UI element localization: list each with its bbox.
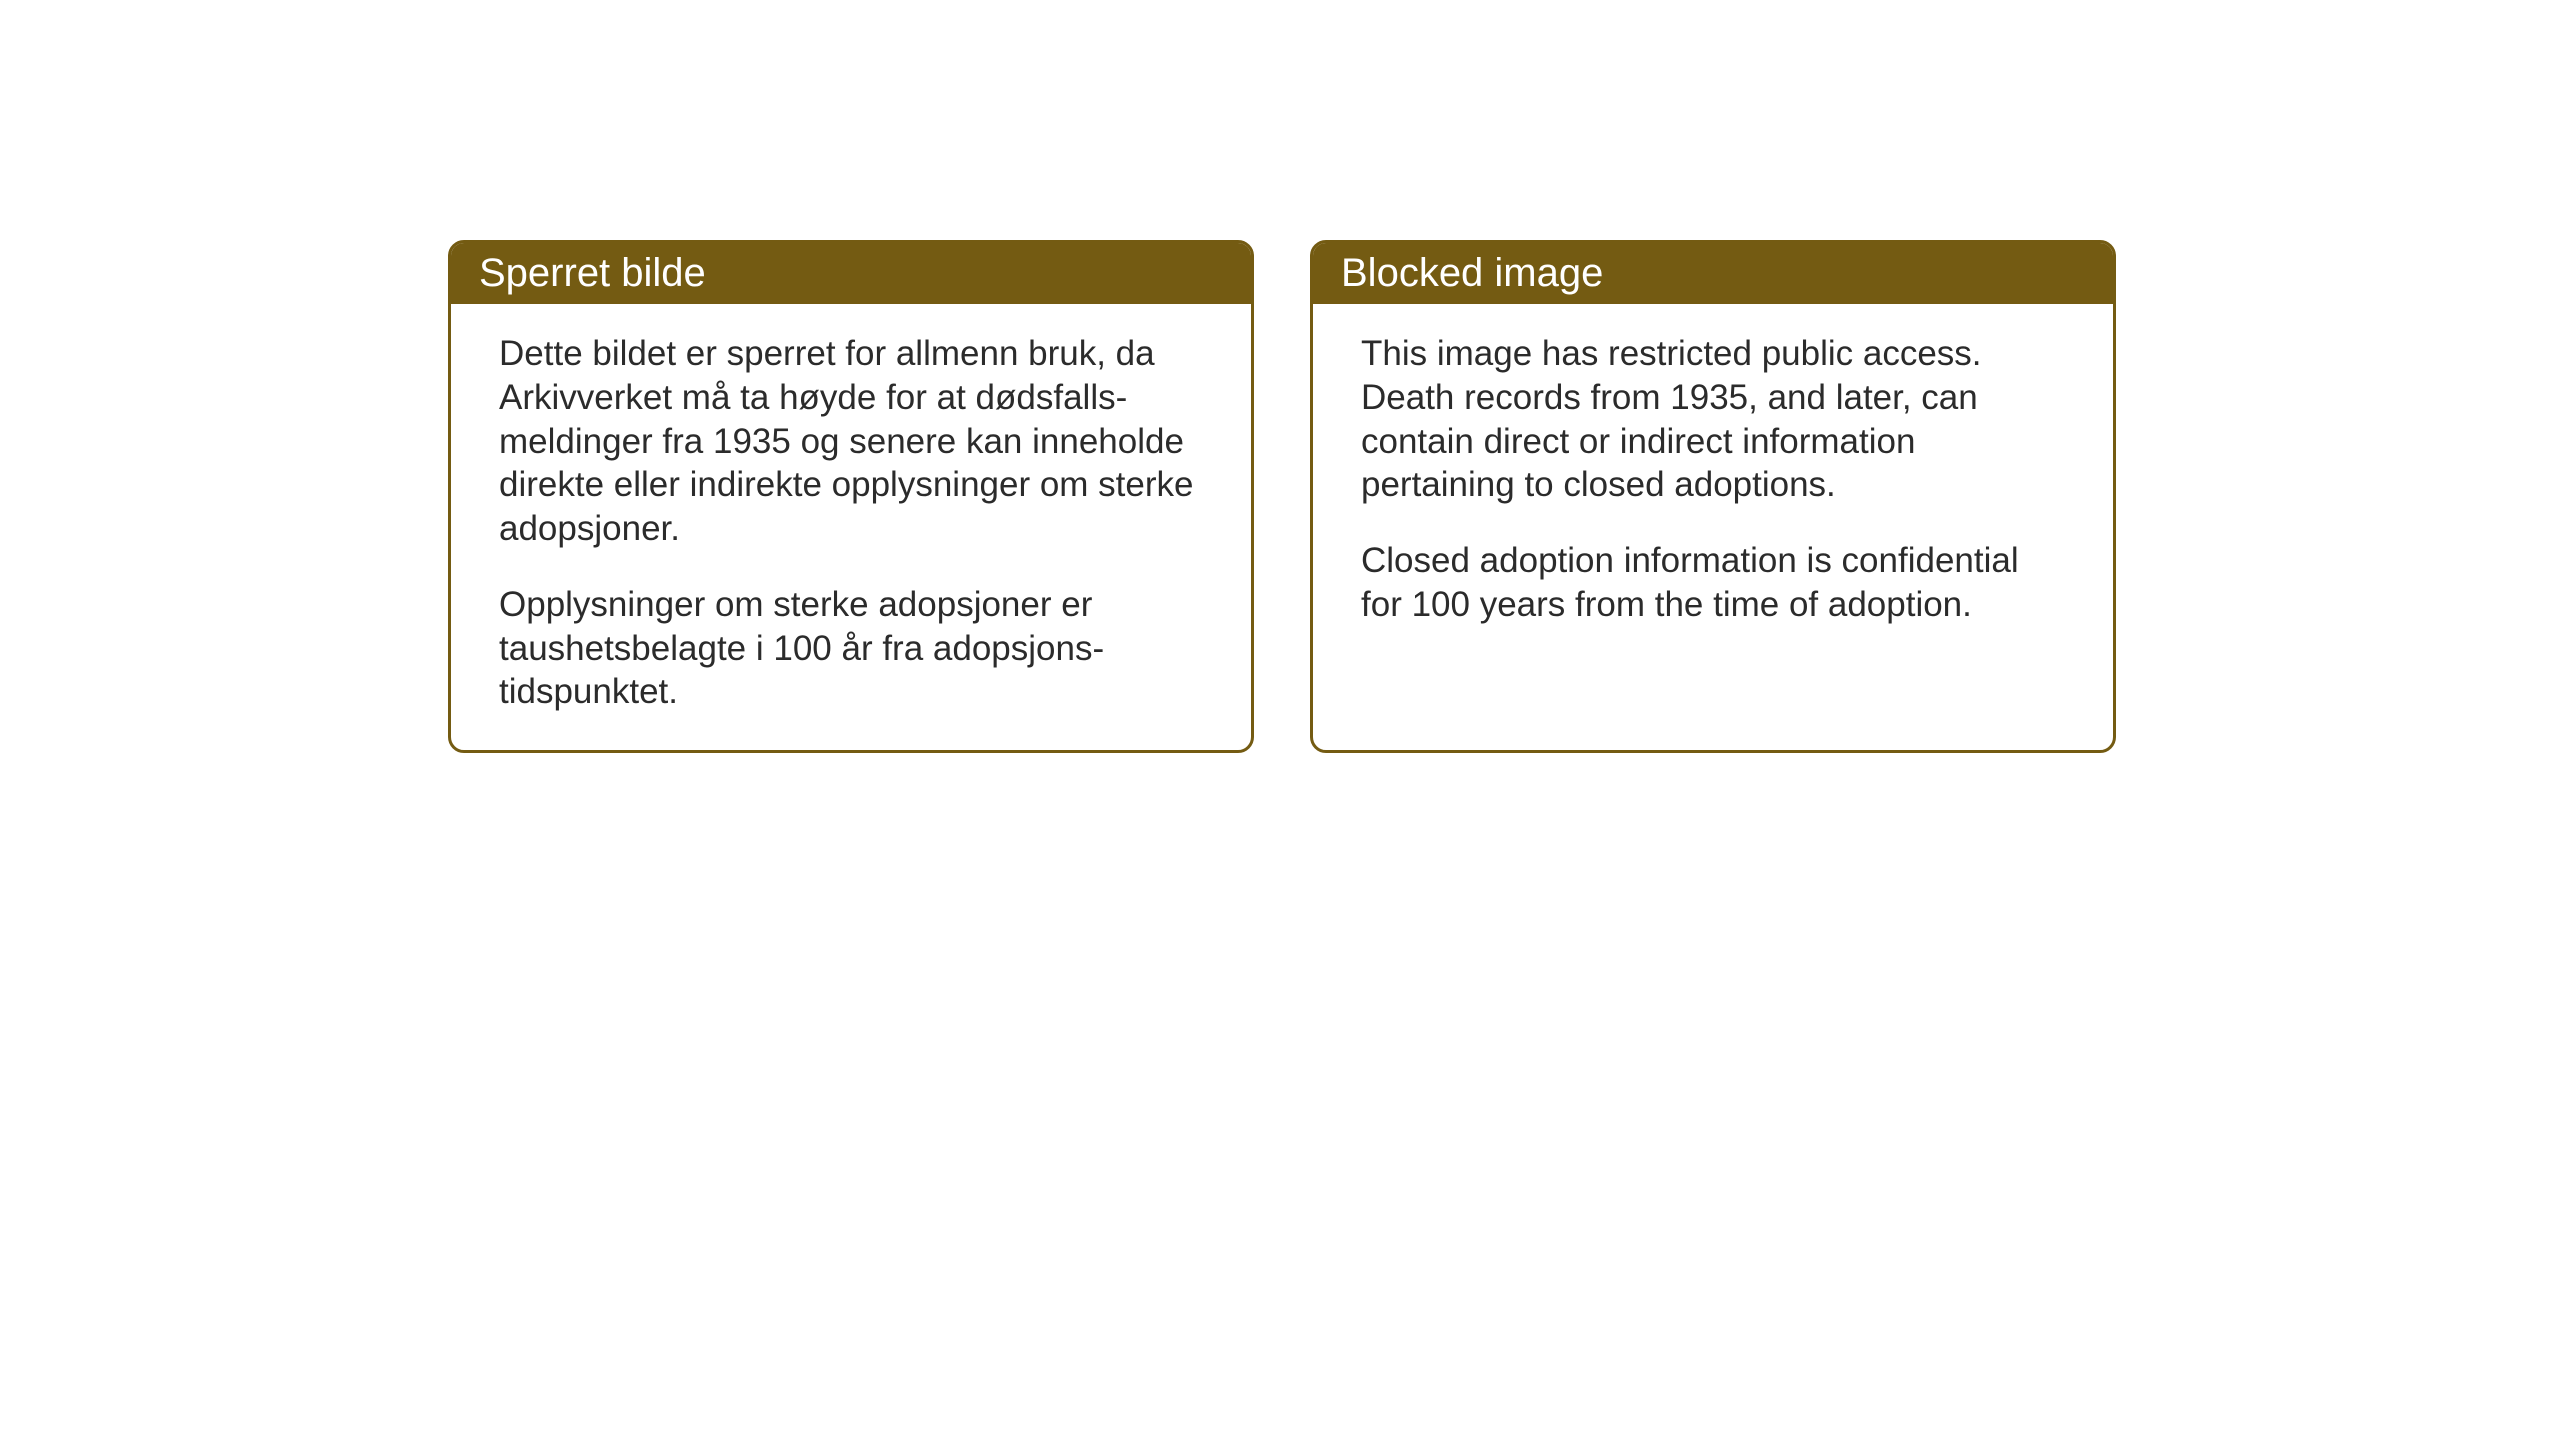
norwegian-paragraph-1: Dette bildet er sperret for allmenn bruk… [499, 332, 1203, 551]
blocked-image-card-english: Blocked image This image has restricted … [1310, 240, 2116, 753]
english-paragraph-1: This image has restricted public access.… [1361, 332, 2065, 507]
english-paragraph-2: Closed adoption information is confident… [1361, 539, 2065, 627]
card-header-english: Blocked image [1313, 243, 2113, 304]
norwegian-paragraph-2: Opplysninger om sterke adopsjoner er tau… [499, 583, 1203, 714]
card-header-norwegian: Sperret bilde [451, 243, 1251, 304]
blocked-image-card-norwegian: Sperret bilde Dette bildet er sperret fo… [448, 240, 1254, 753]
card-body-norwegian: Dette bildet er sperret for allmenn bruk… [451, 304, 1251, 750]
card-body-english: This image has restricted public access.… [1313, 304, 2113, 663]
cards-container: Sperret bilde Dette bildet er sperret fo… [448, 240, 2116, 753]
